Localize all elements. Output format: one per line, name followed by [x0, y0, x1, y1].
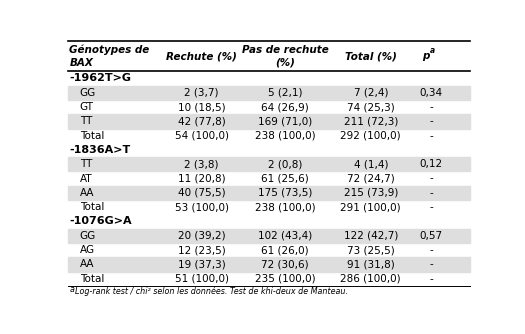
- Text: 19 (37,3): 19 (37,3): [178, 260, 225, 270]
- Text: Total: Total: [80, 202, 104, 212]
- Text: 122 (42,7): 122 (42,7): [343, 231, 398, 241]
- Text: p: p: [422, 51, 429, 61]
- Bar: [68, 257, 470, 272]
- Bar: [68, 86, 470, 100]
- Text: -: -: [429, 102, 433, 112]
- Text: 12 (23,5): 12 (23,5): [178, 245, 225, 255]
- Text: Rechute (%): Rechute (%): [166, 51, 237, 61]
- Text: a: a: [69, 285, 74, 294]
- Text: AA: AA: [80, 188, 94, 198]
- Text: 238 (100,0): 238 (100,0): [255, 202, 316, 212]
- Text: Total: Total: [80, 131, 104, 141]
- Text: 0,57: 0,57: [419, 231, 443, 241]
- Text: 54 (100,0): 54 (100,0): [175, 131, 228, 141]
- Text: Log-rank test / chi² selon les données. Test de khi-deux de Manteau.: Log-rank test / chi² selon les données. …: [75, 286, 348, 296]
- Text: 291 (100,0): 291 (100,0): [340, 202, 401, 212]
- Text: 61 (25,6): 61 (25,6): [261, 174, 309, 184]
- Text: -: -: [429, 188, 433, 198]
- Text: 2 (3,8): 2 (3,8): [184, 159, 219, 169]
- Text: 72 (30,6): 72 (30,6): [261, 260, 309, 270]
- Text: -1962T>G: -1962T>G: [69, 73, 131, 84]
- Text: 235 (100,0): 235 (100,0): [255, 274, 316, 284]
- Text: 238 (100,0): 238 (100,0): [255, 131, 316, 141]
- Text: 73 (25,5): 73 (25,5): [347, 245, 395, 255]
- Bar: [68, 186, 470, 200]
- Text: 91 (31,8): 91 (31,8): [347, 260, 395, 270]
- Text: GT: GT: [80, 102, 94, 112]
- Text: Génotypes de
BAX: Génotypes de BAX: [69, 45, 150, 68]
- Text: 169 (71,0): 169 (71,0): [258, 116, 312, 126]
- Text: 42 (77,8): 42 (77,8): [178, 116, 225, 126]
- Text: AG: AG: [80, 245, 95, 255]
- Text: -: -: [429, 260, 433, 270]
- Text: 72 (24,7): 72 (24,7): [347, 174, 395, 184]
- Text: 53 (100,0): 53 (100,0): [175, 202, 228, 212]
- Text: 102 (43,4): 102 (43,4): [258, 231, 312, 241]
- Text: 7 (2,4): 7 (2,4): [353, 88, 388, 98]
- Text: 2 (0,8): 2 (0,8): [268, 159, 302, 169]
- Text: -: -: [429, 274, 433, 284]
- Bar: [68, 229, 470, 243]
- Text: AA: AA: [80, 260, 94, 270]
- Text: a: a: [430, 46, 435, 55]
- Text: TT: TT: [80, 116, 92, 126]
- Text: 2 (3,7): 2 (3,7): [184, 88, 219, 98]
- Text: 286 (100,0): 286 (100,0): [340, 274, 401, 284]
- Text: 10 (18,5): 10 (18,5): [178, 102, 225, 112]
- Text: 4 (1,4): 4 (1,4): [353, 159, 388, 169]
- Text: -: -: [429, 131, 433, 141]
- Text: 5 (2,1): 5 (2,1): [268, 88, 302, 98]
- Text: -1076G>A: -1076G>A: [69, 216, 132, 226]
- Text: 211 (72,3): 211 (72,3): [343, 116, 398, 126]
- Text: -: -: [429, 174, 433, 184]
- Bar: [68, 157, 470, 171]
- Bar: [68, 114, 470, 129]
- Text: TT: TT: [80, 159, 92, 169]
- Text: 74 (25,3): 74 (25,3): [347, 102, 395, 112]
- Text: -: -: [429, 245, 433, 255]
- Text: 51 (100,0): 51 (100,0): [175, 274, 228, 284]
- Text: 0,12: 0,12: [419, 159, 443, 169]
- Text: 11 (20,8): 11 (20,8): [178, 174, 225, 184]
- Text: AT: AT: [80, 174, 92, 184]
- Text: 40 (75,5): 40 (75,5): [178, 188, 225, 198]
- Text: 61 (26,0): 61 (26,0): [261, 245, 309, 255]
- Text: 64 (26,9): 64 (26,9): [261, 102, 309, 112]
- Text: Pas de rechute
(%): Pas de rechute (%): [242, 45, 329, 67]
- Text: -1836A>T: -1836A>T: [69, 145, 131, 155]
- Text: 292 (100,0): 292 (100,0): [340, 131, 401, 141]
- Text: 215 (73,9): 215 (73,9): [343, 188, 398, 198]
- Text: Total: Total: [80, 274, 104, 284]
- Text: -: -: [429, 116, 433, 126]
- Text: 175 (73,5): 175 (73,5): [258, 188, 312, 198]
- Text: Total (%): Total (%): [345, 51, 397, 61]
- Text: GG: GG: [80, 88, 96, 98]
- Text: 0,34: 0,34: [419, 88, 443, 98]
- Text: GG: GG: [80, 231, 96, 241]
- Text: -: -: [429, 202, 433, 212]
- Text: 20 (39,2): 20 (39,2): [178, 231, 225, 241]
